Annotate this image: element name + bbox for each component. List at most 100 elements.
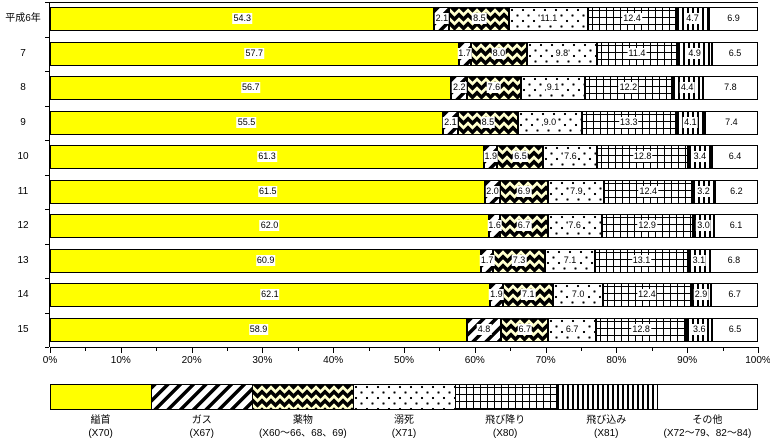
x-axis-tick: [687, 348, 689, 353]
x-axis-tick-label: 0%: [42, 355, 58, 366]
value-label-gas: 1.7: [457, 47, 472, 59]
legend-label-hanging: 縊首 (X70): [50, 414, 151, 440]
x-axis-tick: [545, 348, 547, 353]
legend-name-other: その他: [692, 415, 723, 426]
legend-code-drugs: (X60～66、68、69): [258, 428, 347, 439]
bar-row: 57.7 1.7 8.0 9.8 11.4 4.9 6.5: [50, 41, 758, 66]
value-label-other: 6.2: [729, 185, 744, 197]
value-label-plunge: 3.4: [692, 151, 708, 163]
value-label-other: 7.8: [723, 82, 738, 94]
legend-code-plunge: (X81): [594, 428, 619, 439]
legend-swatch-fall: [454, 384, 557, 410]
legend-swatch-hanging: [50, 384, 153, 410]
legend-name-drowning: 溺死: [393, 415, 414, 426]
y-axis-tick: [45, 312, 49, 314]
segment-other: [709, 248, 758, 273]
legend-name-fall: 飛び降り: [485, 415, 526, 426]
value-label-plunge: 4.9: [687, 47, 702, 59]
segment-other: [711, 145, 758, 170]
x-axis-tick: [474, 348, 476, 353]
value-label-drugs: 8.5: [472, 13, 487, 25]
x-axis-tick: [651, 348, 653, 351]
value-label-gas: 1.9: [489, 289, 504, 301]
x-axis-tick: [439, 348, 441, 351]
x-axis-tick: [333, 348, 335, 353]
value-label-hanging: 55.5: [236, 116, 257, 128]
value-label-drugs: 7.3: [511, 254, 527, 266]
value-label-drowning: 9.8: [554, 47, 570, 59]
y-axis-tick: [45, 209, 49, 210]
value-label-drugs: 6.7: [517, 323, 532, 335]
value-label-hanging: 62.1: [260, 289, 280, 301]
legend-label-drugs: 薬物 (X60～66、68、69): [252, 414, 353, 440]
legend-name-gas: ガス: [191, 415, 212, 426]
x-axis-tick: [404, 348, 405, 353]
legend-swatch-drowning: [353, 384, 456, 410]
value-label-gas: 2.1: [434, 13, 450, 25]
value-label-drugs: 6.7: [516, 220, 532, 232]
value-label-drowning: 7.0: [570, 289, 586, 301]
y-axis-tick: [45, 243, 49, 245]
plot-top-border: [50, 2, 758, 3]
category-label: 7: [20, 47, 26, 59]
y-axis-tick: [45, 347, 49, 348]
value-label-fall: 12.8: [632, 151, 653, 163]
value-label-plunge: 4.1: [683, 116, 698, 128]
value-label-gas: 1.7: [479, 254, 495, 266]
bar-row: 61.5 2.0 6.9 7.9 12.4 3.2 6.2: [50, 179, 758, 204]
y-axis-tick: [45, 140, 49, 141]
value-label-hanging: 56.7: [240, 82, 261, 94]
value-label-gas: 1.6: [487, 220, 502, 232]
value-label-drugs: 7.6: [486, 82, 502, 94]
value-label-hanging: 60.9: [255, 254, 276, 266]
legend-label-fall: 飛び降り (X80): [455, 414, 556, 440]
x-axis-tick: [758, 348, 759, 353]
value-label-drowning: 9.1: [545, 82, 561, 94]
value-label-fall: 12.4: [638, 185, 659, 197]
category-label: 14: [17, 289, 29, 301]
value-label-hanging: 61.3: [257, 151, 277, 163]
legend-code-gas: (X67): [189, 428, 214, 439]
value-label-hanging: 58.9: [248, 323, 269, 335]
value-label-drowning: 7.1: [562, 254, 578, 266]
value-label-drowning: 7.6: [567, 220, 582, 232]
value-label-other: 6.5: [727, 47, 743, 59]
x-axis-tick: [581, 348, 582, 351]
value-label-drowning: 6.7: [564, 323, 580, 335]
legend-swatch-drugs: [252, 384, 355, 410]
category-label: 8: [20, 82, 26, 94]
legend-swatch-other: [656, 384, 758, 410]
value-label-drugs: 8.5: [480, 116, 496, 128]
x-axis-tick: [368, 348, 370, 351]
value-label-fall: 12.9: [637, 220, 657, 232]
x-axis-tick: [262, 348, 264, 353]
x-axis-tick-label: 10%: [110, 355, 131, 366]
x-axis-tick-label: 60%: [464, 355, 485, 366]
value-label-fall: 12.2: [618, 82, 639, 94]
y-axis-tick: [45, 71, 49, 72]
value-label-plunge: 3.6: [691, 323, 707, 335]
legend-swatch-gas: [151, 384, 254, 410]
category-label: 9: [20, 116, 26, 128]
value-label-hanging: 62.0: [259, 220, 280, 232]
legend-swatch-plunge: [555, 384, 658, 410]
bar-row: 54.3 2.1 8.5 11.1 12.4 4.7 6.9: [50, 7, 758, 32]
x-axis-tick-label: 80%: [606, 355, 627, 366]
x-axis-tick: [510, 348, 512, 351]
segment-plunge: [677, 41, 712, 66]
value-label-fall: 12.8: [631, 323, 651, 335]
x-axis-tick: [50, 348, 51, 353]
value-label-drugs: 6.5: [513, 151, 528, 163]
value-label-plunge: 3.0: [696, 220, 711, 232]
value-label-fall: 12.4: [622, 13, 642, 25]
x-axis-tick-label: 30%: [252, 355, 273, 366]
legend-code-drowning: (X71): [391, 428, 417, 439]
category-label: 10: [17, 151, 29, 163]
legend-label-drowning: 溺死 (X71): [353, 414, 454, 440]
value-label-other: 6.5: [727, 323, 743, 335]
x-axis-tick-label: 90%: [677, 355, 698, 366]
legend-label-gas: ガス (X67): [151, 414, 252, 440]
plot-area: 54.3 2.1 8.5 11.1 12.4 4.7 6.9 57.7 1.7 8.0 9.8 11.…: [45, 2, 758, 348]
legend-label-plunge: 飛び込み (X81): [556, 414, 657, 440]
